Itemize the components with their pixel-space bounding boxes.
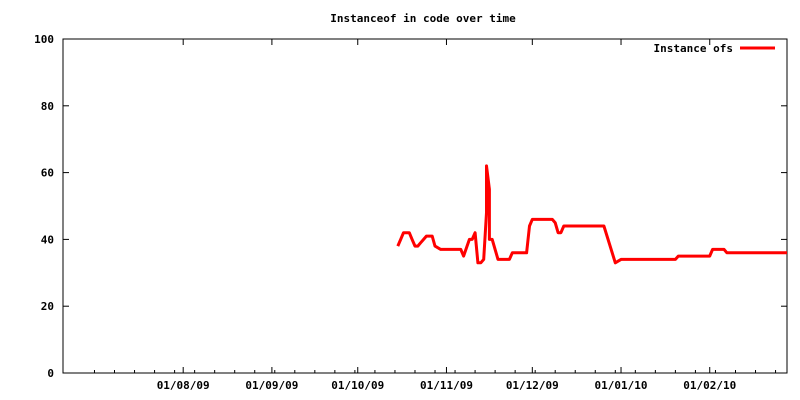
y-tick-label: 100: [34, 33, 54, 46]
series-line: [396, 164, 787, 265]
x-tick-label: 01/12/09: [506, 379, 559, 392]
x-axis: 01/08/09 01/09/09 01/10/09 01/11/09 01/12/09…: [93, 39, 777, 392]
y-tick-label: 80: [41, 100, 54, 113]
x-tick-label: 01/08/09: [157, 379, 210, 392]
y-tick-label: 20: [41, 300, 54, 313]
x-tick-label: 01/02/10: [683, 379, 736, 392]
x-tick-label: 01/09/09: [245, 379, 298, 392]
x-tick-label: 01/10/09: [331, 379, 384, 392]
series-layer: [396, 164, 787, 265]
y-tick-label: 60: [41, 167, 54, 180]
y-tick-label: 40: [41, 233, 54, 246]
y-axis: 0 20 40 60 80 100: [34, 33, 787, 380]
legend-label: Instance ofs: [654, 42, 733, 55]
chart-title: Instanceof in code over time: [330, 12, 516, 25]
x-tick-label: 01/11/09: [420, 379, 473, 392]
x-tick-label: 01/01/10: [595, 379, 648, 392]
legend: Instance ofs: [654, 42, 775, 55]
y-tick-label: 0: [47, 367, 54, 380]
plot-frame: [62, 38, 788, 374]
